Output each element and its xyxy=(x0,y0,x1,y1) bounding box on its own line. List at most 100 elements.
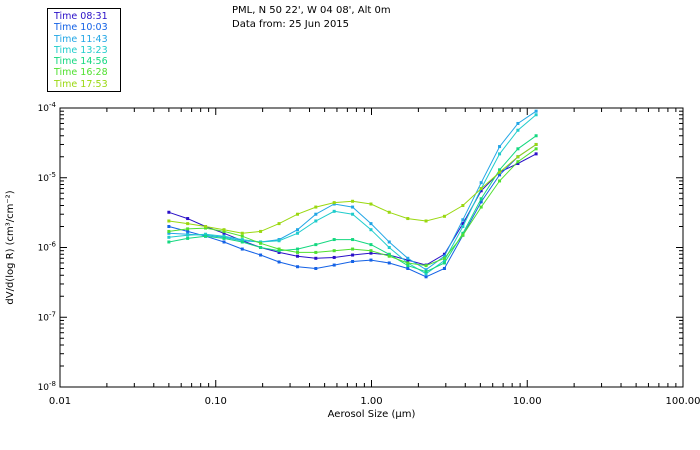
data-point xyxy=(369,202,373,206)
data-point xyxy=(516,162,520,166)
plot-frame xyxy=(59,107,684,388)
x-tick-label: 0.01 xyxy=(49,396,71,407)
data-point xyxy=(406,261,410,265)
data-point xyxy=(442,252,446,256)
data-point xyxy=(351,205,355,209)
data-point xyxy=(351,199,355,203)
data-point xyxy=(534,147,538,151)
y-tick-label: 10-8 xyxy=(38,380,56,393)
data-point xyxy=(296,247,300,251)
series-line xyxy=(168,135,537,273)
data-point xyxy=(424,272,428,276)
data-point xyxy=(479,189,483,193)
legend-entry: Time 11:43 xyxy=(54,33,108,45)
data-point xyxy=(222,234,226,238)
data-point xyxy=(369,243,373,247)
data-point xyxy=(442,261,446,265)
data-point xyxy=(498,152,502,156)
data-point xyxy=(534,134,538,138)
y-tick-exponent: -5 xyxy=(49,171,56,179)
data-point xyxy=(406,217,410,221)
x-tick-label: 100.00 xyxy=(666,396,700,407)
data-point xyxy=(498,179,502,183)
data-point xyxy=(498,145,502,149)
data-point xyxy=(369,222,373,226)
data-point xyxy=(479,200,483,204)
data-point xyxy=(332,263,336,267)
data-point xyxy=(387,246,391,249)
data-point xyxy=(296,265,300,269)
data-point xyxy=(461,225,465,229)
x-tick-label: 1.00 xyxy=(360,396,382,407)
data-point xyxy=(516,155,520,159)
data-point xyxy=(516,147,520,151)
data-point xyxy=(498,173,502,177)
x-tick-label: 10.00 xyxy=(513,396,542,407)
data-point xyxy=(351,247,355,251)
data-point xyxy=(406,266,410,270)
legend-entry: Time 14:56 xyxy=(54,56,108,68)
x-axis-label: Aerosol Size (µm) xyxy=(328,409,416,420)
data-point xyxy=(314,219,318,223)
data-point xyxy=(204,226,208,230)
data-point xyxy=(442,259,446,263)
data-point xyxy=(167,240,171,244)
data-point xyxy=(351,212,355,216)
data-point xyxy=(461,218,465,222)
y-tick-exponent: -4 xyxy=(49,101,57,109)
y-tick-base: 10 xyxy=(38,313,50,323)
data-point xyxy=(222,229,226,233)
data-point xyxy=(259,241,263,245)
data-point xyxy=(534,109,538,113)
legend-entry: Time 16:28 xyxy=(54,67,108,79)
data-point xyxy=(277,249,281,253)
data-point xyxy=(167,229,171,233)
data-point xyxy=(516,121,520,125)
data-point xyxy=(314,243,318,247)
data-point xyxy=(442,266,446,270)
data-point xyxy=(314,266,318,270)
data-point xyxy=(186,217,190,221)
data-point xyxy=(424,264,428,268)
data-point xyxy=(424,219,428,223)
data-point xyxy=(442,256,446,260)
legend-entry: Time 13:23 xyxy=(54,44,108,56)
y-tick-label: 10-7 xyxy=(38,310,56,323)
y-tick-label: 10-4 xyxy=(38,101,57,114)
data-point xyxy=(406,256,410,260)
data-point xyxy=(259,253,263,257)
data-point xyxy=(314,256,318,260)
data-point xyxy=(479,197,483,201)
data-point xyxy=(296,228,300,232)
data-point xyxy=(369,249,373,253)
data-point xyxy=(369,251,373,255)
data-point xyxy=(332,201,336,205)
data-point xyxy=(314,250,318,254)
data-point xyxy=(296,231,300,235)
data-point xyxy=(167,219,171,223)
data-point xyxy=(277,250,281,254)
data-point xyxy=(387,240,391,244)
data-point xyxy=(204,225,208,229)
data-point xyxy=(186,227,190,231)
data-point xyxy=(186,229,190,233)
data-point xyxy=(296,212,300,216)
data-point xyxy=(351,259,355,263)
data-point xyxy=(442,214,446,218)
data-point xyxy=(167,210,171,214)
data-point xyxy=(186,236,190,240)
data-point xyxy=(498,168,502,172)
data-point xyxy=(277,247,281,251)
data-point xyxy=(387,252,391,256)
y-tick-label: 10-5 xyxy=(38,171,56,184)
legend-entry: Time 17:53 xyxy=(54,78,108,90)
chart-title: PML, N 50 22', W 04 08', Alt 0m xyxy=(232,5,391,16)
data-point xyxy=(498,170,502,174)
chart-header: PML, N 50 22', W 04 08', Alt 0m Data fro… xyxy=(232,4,391,32)
data-point xyxy=(534,152,538,156)
data-point xyxy=(240,231,244,235)
data-point xyxy=(406,264,410,268)
data-point xyxy=(516,128,520,132)
y-tick-base: 10 xyxy=(38,174,50,184)
